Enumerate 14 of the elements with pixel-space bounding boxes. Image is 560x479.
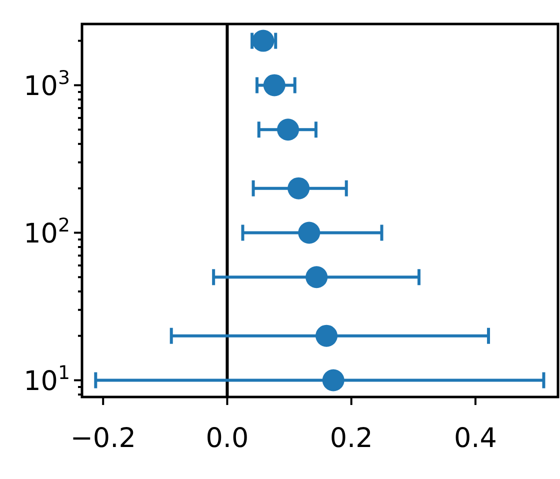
y-tick-label: 10$^{1}$ [24,362,70,397]
point [316,324,338,347]
point [288,177,310,200]
point [298,222,320,244]
point [263,74,286,96]
y-tick-label: 10$^{3}$ [24,66,70,102]
x-tick-label: 0.0 [206,423,249,454]
x-tick-label: 0.2 [330,423,373,454]
y-tick-label: 10$^{2}$ [24,214,70,250]
point [277,118,300,141]
point [322,369,344,392]
x-tick-label: −0.2 [70,423,136,454]
point [306,266,328,288]
x-tick-label: 0.4 [454,423,497,454]
